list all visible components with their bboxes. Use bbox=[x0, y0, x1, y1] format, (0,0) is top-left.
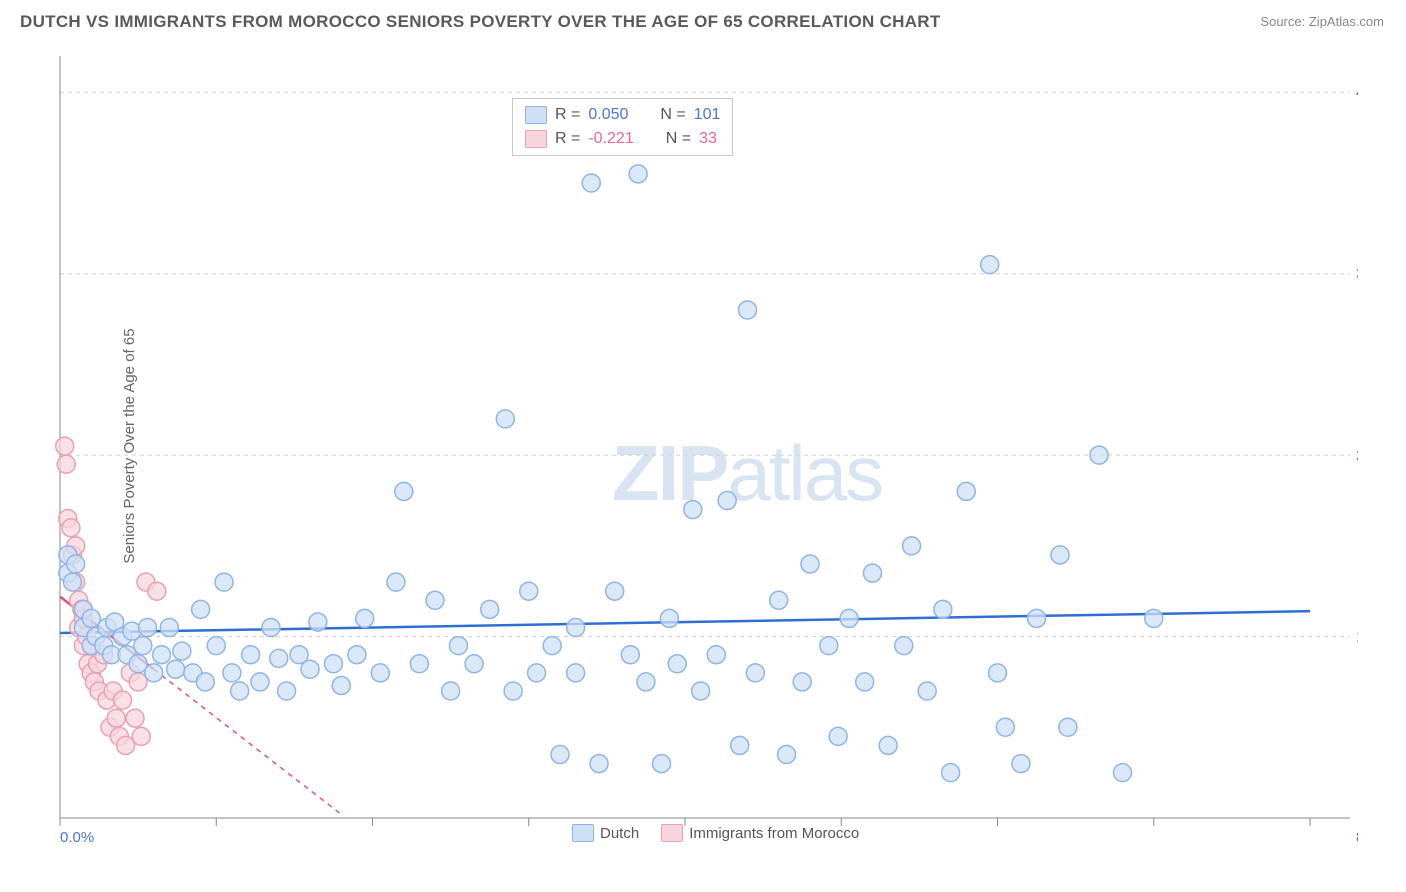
source-attribution: Source: ZipAtlas.com bbox=[1260, 14, 1384, 29]
source-label: Source: bbox=[1260, 14, 1305, 29]
svg-text:20.0%: 20.0% bbox=[1356, 447, 1358, 464]
n-label: N = bbox=[666, 130, 691, 148]
series-legend: Dutch Immigrants from Morocco bbox=[572, 824, 859, 842]
chart-title: DUTCH VS IMMIGRANTS FROM MOROCCO SENIORS… bbox=[20, 12, 941, 32]
svg-text:40.0%: 40.0% bbox=[1356, 84, 1358, 101]
r-value-dutch: 0.050 bbox=[588, 106, 628, 124]
svg-text:10.0%: 10.0% bbox=[1356, 629, 1358, 646]
legend-item-dutch: Dutch bbox=[572, 824, 639, 842]
swatch-morocco bbox=[525, 130, 547, 148]
n-value-morocco: 33 bbox=[699, 130, 717, 148]
legend-label-morocco: Immigrants from Morocco bbox=[689, 825, 859, 842]
svg-text:30.0%: 30.0% bbox=[1356, 266, 1358, 283]
r-value-morocco: -0.221 bbox=[588, 130, 633, 148]
chart-area: ZIPatlas 10.0%20.0%30.0%40.0%0.0%80.0% R… bbox=[52, 48, 1358, 848]
legend-row-morocco: R = -0.221 N = 33 bbox=[525, 127, 720, 151]
svg-text:80.0%: 80.0% bbox=[1356, 829, 1358, 846]
source-link[interactable]: ZipAtlas.com bbox=[1309, 14, 1384, 29]
swatch-morocco bbox=[661, 824, 683, 842]
legend-item-morocco: Immigrants from Morocco bbox=[661, 824, 859, 842]
scatter-plot: 10.0% 20.0% 30.0% 40.0% 0.0% 80.0% bbox=[52, 48, 1358, 848]
legend-label-dutch: Dutch bbox=[600, 825, 639, 842]
svg-text:0.0%: 0.0% bbox=[60, 829, 94, 846]
swatch-dutch bbox=[572, 824, 594, 842]
swatch-dutch bbox=[525, 106, 547, 124]
correlation-legend: R = 0.050 N = 101 R = -0.221 N = 33 bbox=[512, 98, 733, 156]
n-value-dutch: 101 bbox=[694, 106, 721, 124]
r-label: R = bbox=[555, 106, 580, 124]
n-label: N = bbox=[660, 106, 685, 124]
legend-row-dutch: R = 0.050 N = 101 bbox=[525, 103, 720, 127]
r-label: R = bbox=[555, 130, 580, 148]
